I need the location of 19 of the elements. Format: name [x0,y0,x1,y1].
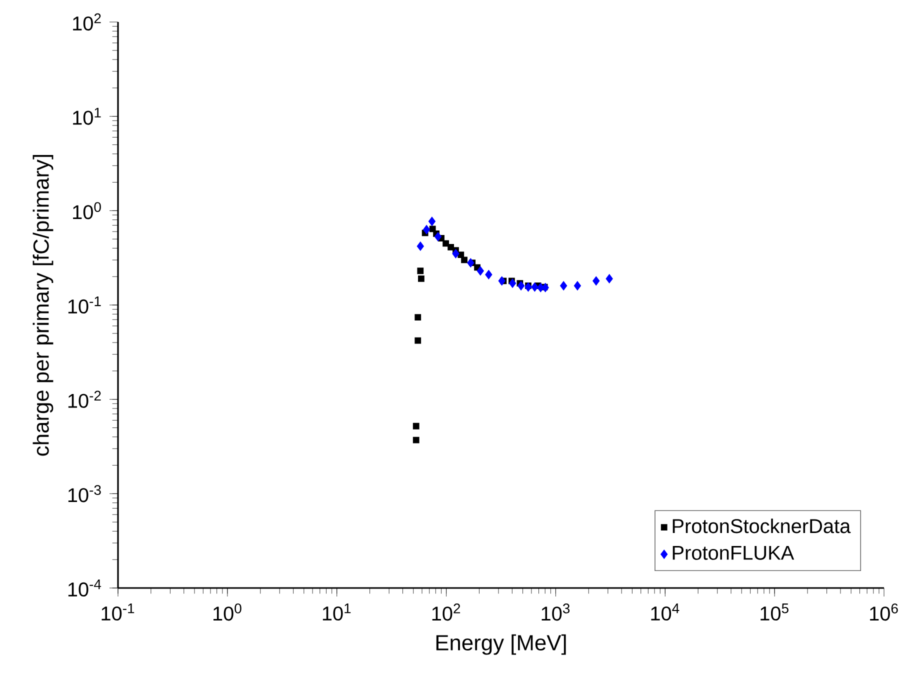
x-tick-label: 10$^{4}$ [651,604,680,621]
y-axis-title: charge per primary [fC/primary] [32,154,54,456]
x-tick-label: 10$^{0}$ [214,604,242,621]
y-tick-label: 10$^{-4}$ [68,579,102,597]
y-tick-label: 10$^{-2}$ [68,390,101,408]
y-tick-label: 10$^{1}$ [73,108,101,125]
x-tick-label: 10$^{6}$ [870,604,898,621]
x-tick-label: 10$^{3}$ [542,604,570,621]
x-tick-label: 10$^{-1}$ [102,604,134,621]
legend-label: ProtonStocknerData [672,518,851,534]
y-tick-label: 10$^{2}$ [73,13,101,31]
y-tick-label: 10$^{0}$ [73,202,101,220]
y-tick-label: 10$^{-3}$ [68,485,101,502]
x-tick-label: 10$^{5}$ [760,604,788,621]
x-tick-label: 10$^{1}$ [322,604,351,621]
x-tick-label: 10$^{2}$ [432,604,460,621]
x-axis-title: Energy [MeV] [436,634,566,655]
legend-label: ProtonFLUKA [672,546,794,560]
y-tick-label: 10$^{-1}$ [68,296,101,314]
